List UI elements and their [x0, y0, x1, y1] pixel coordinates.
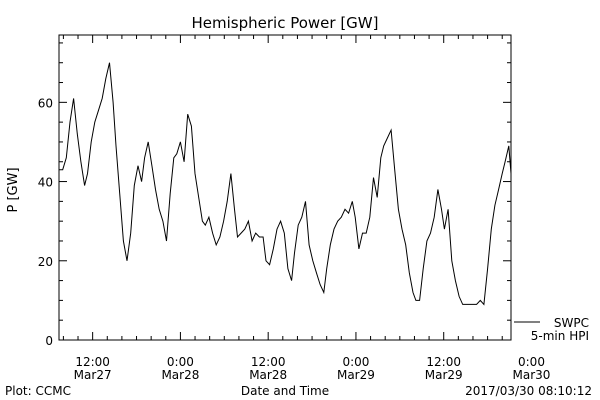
y-tick-label: 0: [45, 334, 53, 348]
y-axis-label: P [GW]: [6, 167, 21, 212]
x-tick-label-date: Mar28: [161, 368, 199, 382]
footer-timestamp: 2017/03/30 08:10:12: [465, 384, 592, 398]
y-tick-label: 60: [38, 96, 53, 110]
x-tick-label-date: Mar29: [425, 368, 463, 382]
footer-plot-credit: Plot: CCMC: [5, 384, 71, 398]
x-tick-label-date: Mar30: [513, 368, 551, 382]
x-tick-label-date: Mar29: [337, 368, 375, 382]
x-tick-label-time: 0:00: [342, 355, 369, 369]
plot-frame: [58, 34, 512, 341]
x-tick-label-date: Mar28: [249, 368, 287, 382]
chart-title: Hemispheric Power [GW]: [192, 14, 379, 32]
x-tick-label-time: 0:00: [518, 355, 545, 369]
x-tick-label-time: 12:00: [251, 355, 286, 369]
y-axis: 0 20 40 60: [38, 42, 511, 348]
x-tick-label-time: 12:00: [75, 355, 110, 369]
x-axis-label: Date and Time: [241, 384, 329, 398]
series-line-hpi: [59, 62, 512, 306]
x-tick-label-time: 0:00: [167, 355, 194, 369]
legend: SWPC 5-min HPI: [514, 316, 589, 343]
x-tick-label-date: Mar27: [74, 368, 112, 382]
x-tick-label-time: 12:00: [426, 355, 461, 369]
y-tick-label: 40: [38, 176, 53, 190]
legend-line-2: 5-min HPI: [531, 329, 589, 343]
x-axis: 12:00Mar270:00Mar2812:00Mar280:00Mar2912…: [62, 35, 551, 382]
legend-line-1: SWPC: [554, 316, 589, 330]
y-tick-label: 20: [38, 255, 53, 269]
